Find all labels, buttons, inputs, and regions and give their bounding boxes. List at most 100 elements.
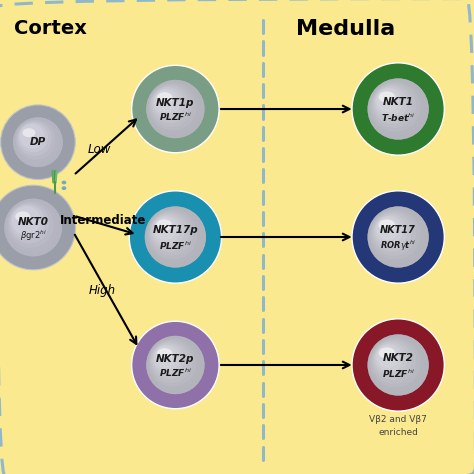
Ellipse shape (7, 201, 54, 248)
Ellipse shape (17, 121, 52, 156)
Ellipse shape (370, 210, 420, 260)
Ellipse shape (151, 86, 188, 123)
Text: NKT17p: NKT17p (153, 226, 198, 236)
Ellipse shape (150, 213, 189, 252)
Ellipse shape (14, 118, 59, 164)
Ellipse shape (13, 118, 63, 167)
Ellipse shape (352, 191, 444, 283)
Ellipse shape (152, 87, 184, 119)
Ellipse shape (374, 342, 408, 376)
Ellipse shape (149, 83, 196, 131)
Text: NKT17: NKT17 (380, 226, 416, 236)
Ellipse shape (374, 214, 408, 248)
Ellipse shape (371, 83, 416, 128)
Text: PLZF$^{hi}$: PLZF$^{hi}$ (382, 367, 415, 380)
Text: $\beta$gr2$^{hi}$: $\beta$gr2$^{hi}$ (20, 228, 46, 243)
Ellipse shape (4, 199, 62, 256)
Ellipse shape (369, 208, 425, 264)
Ellipse shape (19, 124, 45, 149)
Ellipse shape (375, 88, 403, 116)
Ellipse shape (146, 80, 205, 138)
Ellipse shape (367, 78, 429, 140)
Ellipse shape (146, 336, 205, 394)
Ellipse shape (367, 78, 429, 140)
Ellipse shape (154, 89, 180, 116)
Ellipse shape (6, 200, 58, 252)
Ellipse shape (369, 336, 425, 392)
Ellipse shape (9, 203, 49, 244)
Ellipse shape (147, 337, 201, 391)
Ellipse shape (371, 211, 416, 256)
Ellipse shape (371, 339, 416, 384)
Ellipse shape (367, 334, 429, 396)
Text: NKT1: NKT1 (383, 98, 414, 108)
Ellipse shape (148, 211, 193, 256)
Ellipse shape (373, 85, 412, 124)
Ellipse shape (151, 342, 188, 379)
Ellipse shape (145, 206, 206, 268)
Ellipse shape (370, 82, 420, 132)
Ellipse shape (152, 216, 181, 244)
Ellipse shape (367, 206, 429, 268)
Ellipse shape (152, 343, 184, 375)
Ellipse shape (373, 213, 412, 252)
Text: PLZF$^{hi}$: PLZF$^{hi}$ (159, 239, 192, 252)
Ellipse shape (154, 345, 180, 372)
Ellipse shape (149, 339, 196, 387)
Text: Intermediate: Intermediate (60, 214, 146, 227)
Ellipse shape (375, 344, 403, 372)
Text: Medulla: Medulla (296, 19, 396, 39)
Ellipse shape (376, 345, 399, 368)
Ellipse shape (146, 80, 205, 138)
Ellipse shape (154, 217, 176, 240)
Ellipse shape (376, 89, 399, 112)
Ellipse shape (0, 105, 75, 180)
Text: PLZF$^{hi}$: PLZF$^{hi}$ (159, 367, 192, 379)
Ellipse shape (155, 90, 176, 112)
Text: Cortex: Cortex (14, 19, 87, 38)
Text: enriched: enriched (378, 428, 418, 437)
Ellipse shape (379, 219, 395, 231)
Ellipse shape (369, 80, 425, 136)
Ellipse shape (62, 186, 66, 190)
Ellipse shape (157, 92, 173, 103)
Text: High: High (88, 283, 116, 297)
Ellipse shape (375, 216, 403, 244)
Text: DP: DP (30, 137, 46, 147)
Ellipse shape (146, 336, 205, 394)
Ellipse shape (145, 206, 206, 268)
Ellipse shape (150, 340, 192, 383)
Ellipse shape (129, 191, 221, 283)
Ellipse shape (147, 82, 201, 135)
Ellipse shape (379, 347, 395, 359)
Ellipse shape (62, 181, 66, 184)
Ellipse shape (376, 217, 399, 240)
Ellipse shape (367, 206, 429, 268)
Ellipse shape (155, 346, 176, 368)
Text: T-bet$^{hi}$: T-bet$^{hi}$ (381, 111, 415, 124)
Ellipse shape (352, 319, 444, 411)
Ellipse shape (379, 91, 395, 103)
Ellipse shape (22, 128, 36, 137)
Ellipse shape (10, 205, 45, 239)
Text: NKT2p: NKT2p (156, 354, 194, 364)
Text: Vβ2 and Vβ7: Vβ2 and Vβ7 (369, 415, 427, 423)
Ellipse shape (16, 120, 55, 160)
Ellipse shape (373, 341, 412, 380)
Ellipse shape (13, 118, 63, 167)
Text: NKT1p: NKT1p (156, 98, 194, 108)
Ellipse shape (15, 211, 30, 222)
Ellipse shape (12, 206, 41, 235)
Ellipse shape (132, 65, 219, 153)
Ellipse shape (18, 123, 48, 153)
Ellipse shape (352, 63, 444, 155)
Ellipse shape (374, 86, 408, 120)
Ellipse shape (4, 199, 62, 256)
Ellipse shape (146, 208, 202, 264)
Ellipse shape (0, 185, 75, 270)
Ellipse shape (150, 84, 192, 127)
Ellipse shape (151, 214, 185, 248)
Ellipse shape (147, 210, 198, 260)
Text: ROR$\gamma$t$^{hi}$: ROR$\gamma$t$^{hi}$ (380, 238, 416, 253)
Text: NKT2: NKT2 (383, 354, 414, 364)
